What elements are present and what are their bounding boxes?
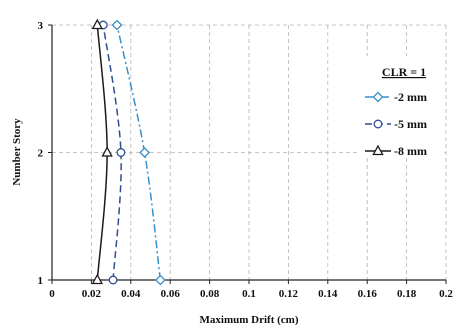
- legend-title: CLR = 1: [382, 65, 426, 79]
- series-1: [98, 20, 126, 285]
- legend-label: -2 mm: [394, 90, 427, 104]
- series-2: [91, 18, 113, 285]
- legend-box: [360, 56, 442, 156]
- data-point: [154, 274, 166, 286]
- data-point: [101, 146, 113, 157]
- y-tick-label: 3: [38, 20, 44, 32]
- data-point: [111, 19, 123, 31]
- legend-entry: -8 mm: [365, 144, 427, 158]
- legend-marker: [372, 91, 384, 103]
- data-point: [116, 148, 126, 157]
- x-axis-title: Maximum Drift (cm): [200, 314, 299, 326]
- y-axis-title: Number Story: [11, 118, 23, 186]
- x-tick-label: 0.18: [397, 288, 417, 300]
- series: [91, 18, 166, 286]
- legend-entry: -5 mm: [365, 117, 427, 131]
- y-tick-label: 2: [38, 148, 44, 160]
- x-tick-label: 0.12: [279, 288, 299, 300]
- data-point: [91, 18, 104, 30]
- data-point: [91, 273, 104, 285]
- x-tick-label: 0.08: [200, 288, 220, 300]
- x-tick-label: 0: [49, 288, 55, 300]
- x-tick-label: 0.1: [242, 288, 256, 300]
- x-tick-label: 0.02: [82, 288, 102, 300]
- legend: CLR = 1 -2 mm -5 mm -8 mm: [360, 56, 442, 158]
- legend-label: -5 mm: [394, 117, 427, 131]
- legend-entries: -2 mm -5 mm -8 mm: [365, 90, 427, 158]
- x-tick-label: 0.14: [318, 288, 338, 300]
- x-tick-label: 0.04: [121, 288, 141, 300]
- x-tick-label: 0.2: [439, 288, 453, 300]
- data-point: [108, 275, 118, 285]
- x-tick-label: 0.16: [358, 288, 378, 300]
- series-0: [111, 19, 166, 286]
- legend-marker: [373, 119, 383, 129]
- x-tick-label: 0.06: [161, 288, 181, 300]
- tick-labels: 0 0.02 0.04 0.06 0.08 0.1 0.12 0.14 0.16 0.18 0.2 1…: [38, 20, 454, 300]
- legend-marker: [372, 144, 384, 156]
- legend-entry: -2 mm: [365, 90, 427, 104]
- legend-label: -8 mm: [394, 144, 427, 158]
- y-tick-label: 1: [38, 275, 44, 287]
- data-point: [139, 147, 151, 158]
